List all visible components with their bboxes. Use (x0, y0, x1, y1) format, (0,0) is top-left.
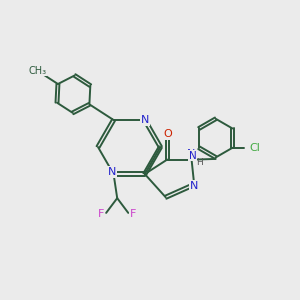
Text: N: N (190, 181, 198, 191)
Text: N: N (189, 151, 196, 161)
Text: F: F (98, 209, 105, 219)
Text: CH₃: CH₃ (28, 66, 46, 76)
Text: Cl: Cl (249, 143, 260, 153)
Text: N: N (141, 115, 149, 125)
Text: O: O (163, 129, 172, 139)
Text: F: F (130, 209, 136, 219)
Text: N: N (187, 148, 195, 158)
Text: N: N (108, 167, 116, 177)
Text: H: H (196, 158, 202, 167)
